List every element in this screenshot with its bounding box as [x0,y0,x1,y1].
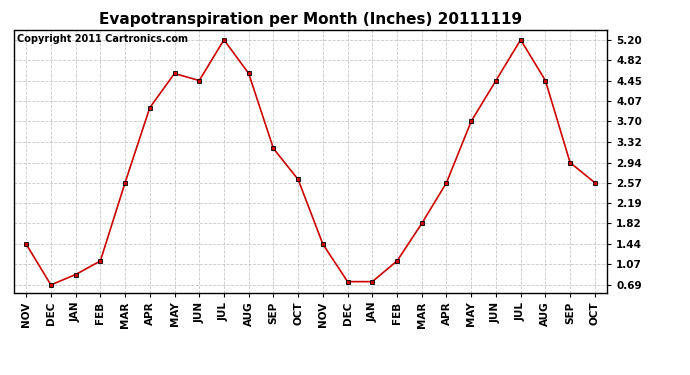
Text: Copyright 2011 Cartronics.com: Copyright 2011 Cartronics.com [17,34,188,44]
Title: Evapotranspiration per Month (Inches) 20111119: Evapotranspiration per Month (Inches) 20… [99,12,522,27]
